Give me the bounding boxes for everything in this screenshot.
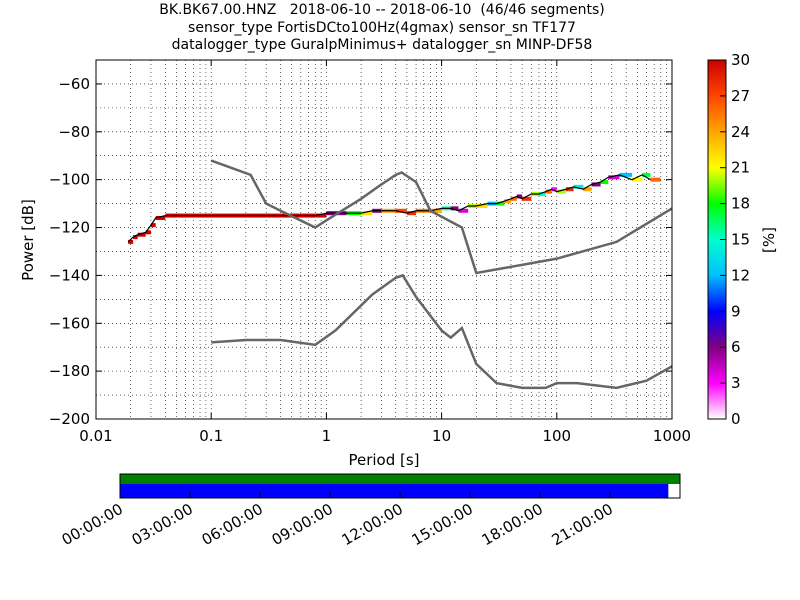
timeline-tick-label: 21:00:00 (549, 500, 616, 549)
chart-title: BK.BK67.00.HNZ 2018-06-10 -- 2018-06-10 … (0, 2, 764, 55)
title-line-1: BK.BK67.00.HNZ 2018-06-10 -- 2018-06-10 … (159, 2, 605, 18)
ppsd-cell (608, 175, 620, 180)
timeline-tick-label: 00:00:00 (59, 500, 126, 549)
title-line-2: sensor_type FortisDCto100Hz(4gmax) senso… (188, 19, 576, 36)
ppsd-cell (556, 189, 566, 194)
ppsd-cell (315, 213, 327, 218)
y-tick-label: −160 (49, 314, 90, 332)
x-tick-label: 1000 (653, 427, 691, 445)
colorbar-tick-label: 12 (731, 266, 750, 284)
timeline-tick-label: 18:00:00 (479, 500, 546, 549)
colorbar-label: [%] (760, 227, 778, 253)
y-tick-label: −140 (49, 266, 90, 284)
ppsd-cell (510, 196, 517, 201)
ppsd-mode-line (127, 174, 651, 243)
x-tick-label: 10 (432, 427, 451, 445)
ppsd-cell (522, 196, 532, 201)
y-axis: −60 −80 −100 −120 −140 −160 −180 −200 (49, 75, 672, 428)
coverage-bar-data (120, 484, 669, 498)
ppsd-cell (133, 235, 138, 240)
x-tick-label: 1 (322, 427, 332, 445)
ppsd-cell (430, 208, 442, 213)
low-noise-model-line (211, 273, 673, 390)
timeline-ticks: 00:00:00 03:00:00 06:00:00 09:00:00 12:00:00… (59, 492, 616, 549)
ppsd-cell (632, 177, 643, 182)
ppsd-cell (458, 208, 469, 213)
timeline-tick-label: 03:00:00 (129, 500, 196, 549)
x-tick-label: 100 (542, 427, 571, 445)
timeline-tick-label: 15:00:00 (409, 500, 476, 549)
x-tick-label: 0.1 (199, 427, 223, 445)
ppsd-cell (583, 187, 592, 192)
colorbar-tick-label: 15 (731, 231, 750, 249)
grid (96, 60, 672, 419)
high-noise-model-line (210, 159, 673, 275)
timeline-tick-label: 09:00:00 (269, 500, 336, 549)
x-axis: 0.01 0.1 1 10 100 1000 (79, 60, 691, 445)
ppsd-cell (406, 211, 417, 216)
ppsd-cell (619, 172, 633, 177)
colorbar-tick-label: 21 (731, 159, 750, 177)
y-tick-label: −80 (58, 123, 90, 141)
y-tick-label: −180 (49, 362, 90, 380)
y-tick-label: −200 (49, 410, 90, 428)
coverage-bar-gaps (120, 474, 680, 484)
ppsd-cell (476, 203, 488, 208)
ppsd-cell (361, 211, 373, 216)
plot-frame (95, 59, 673, 420)
colorbar-tick-label: 24 (731, 123, 750, 141)
ppsd-band (127, 172, 661, 244)
colorbar-tick-label: 30 (731, 51, 750, 69)
colorbar-tick-label: 6 (731, 338, 741, 356)
ppsd-cell (395, 208, 407, 213)
y-tick-label: −60 (58, 75, 90, 93)
ppsd-cell (538, 192, 546, 197)
ppsd-cell (145, 230, 151, 235)
x-tick-label: 0.01 (79, 427, 112, 445)
colorbar-tick-label: 3 (731, 374, 741, 392)
x-axis-label: Period [s] (348, 451, 419, 469)
ppsd-cell (155, 215, 166, 220)
ppsd-cell (150, 223, 156, 228)
ppsd-cell (450, 206, 459, 211)
colorbar-tick-label: 27 (731, 87, 750, 105)
title-line-3: datalogger_type GuralpMinimus+ datalogge… (171, 37, 593, 53)
ppsd-cell (551, 187, 557, 192)
ppsd-cell (573, 184, 584, 189)
ppsd-cell (600, 180, 609, 185)
timeline-tick-label: 12:00:00 (339, 500, 406, 549)
ppsd-cell (650, 177, 661, 182)
timeline-tick-label: 06:00:00 (199, 500, 266, 549)
ppsd-cell (591, 182, 601, 187)
ppsd-cell (642, 172, 651, 177)
ppsd-cell (137, 232, 146, 237)
ppsd-cell (565, 187, 574, 192)
colorbar-tick-label: 18 (731, 195, 750, 213)
ppsd-cell (496, 201, 505, 206)
y-tick-label: −100 (49, 171, 90, 189)
ppsd-cell (128, 239, 134, 244)
colorbar-ticks: 0 3 6 9 12 15 18 21 24 27 30 (720, 51, 750, 428)
y-tick-label: −120 (49, 219, 90, 237)
noise-model-lines (210, 159, 673, 390)
colorbar-tick-label: 9 (731, 302, 741, 320)
ppsd-cell (504, 199, 511, 204)
colorbar-tick-label: 0 (731, 410, 741, 428)
ppsd-cell (516, 194, 523, 199)
y-axis-label: Power [dB] (19, 199, 37, 281)
ppsd-cell (545, 189, 552, 194)
